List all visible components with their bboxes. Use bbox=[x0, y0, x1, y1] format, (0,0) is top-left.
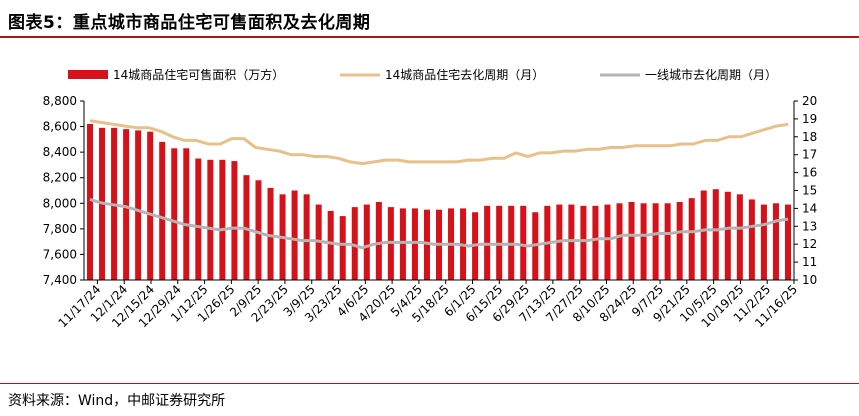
bar bbox=[640, 203, 647, 280]
right-tick-label: 17 bbox=[802, 148, 817, 162]
bar bbox=[580, 205, 587, 280]
right-tick-label: 19 bbox=[802, 112, 817, 126]
bar bbox=[604, 204, 611, 280]
bar bbox=[520, 205, 527, 280]
chart-legend: 14城商品住宅可售面积（万方） 14城商品住宅去化周期（月） 一线城市去化周期（月） bbox=[68, 67, 777, 82]
bar bbox=[291, 190, 298, 280]
bar bbox=[748, 199, 755, 280]
bar bbox=[159, 141, 166, 280]
inventory-chart: 14城商品住宅可售面积（万方） 14城商品住宅去化周期（月） 一线城市去化周期（月）… bbox=[43, 67, 818, 330]
bar bbox=[327, 210, 334, 280]
bar bbox=[423, 209, 430, 280]
bar bbox=[688, 198, 695, 280]
right-tick-label: 20 bbox=[802, 94, 817, 108]
source-note: 资料来源：Wind，中邮证券研究所 bbox=[8, 393, 226, 409]
bar bbox=[712, 189, 719, 280]
bar bbox=[171, 148, 178, 280]
bar bbox=[351, 207, 358, 280]
line-14-city-destock-cycle bbox=[89, 119, 789, 166]
bar bbox=[147, 131, 154, 280]
x-axis: 11/17/2412/1/2412/15/2412/29/241/12/251/… bbox=[56, 279, 800, 330]
line-series bbox=[89, 119, 789, 250]
bar bbox=[255, 180, 262, 280]
bar bbox=[616, 203, 623, 280]
legend-label-bar: 14城商品住宅可售面积（万方） bbox=[113, 67, 284, 82]
bar bbox=[652, 203, 659, 280]
title-rule bbox=[0, 36, 859, 38]
right-tick-label: 15 bbox=[802, 184, 817, 198]
bar bbox=[123, 129, 130, 280]
legend-label-line-14: 14城商品住宅去化周期（月） bbox=[385, 67, 544, 82]
right-tick-label: 12 bbox=[802, 237, 817, 251]
left-tick-label: 8,800 bbox=[43, 94, 77, 108]
bar bbox=[267, 187, 274, 280]
bar bbox=[628, 202, 635, 280]
bar bbox=[135, 130, 142, 280]
bar bbox=[568, 204, 575, 280]
figure-title: 图表5：重点城市商品住宅可售面积及去化周期 bbox=[8, 13, 371, 33]
left-axis: 7,400 7,600 7,800 8,000 8,200 8,400 8,600 8,800 bbox=[43, 94, 85, 287]
right-tick-label: 18 bbox=[802, 130, 817, 144]
bar bbox=[760, 204, 767, 280]
bar bbox=[195, 158, 202, 280]
bar bbox=[724, 191, 731, 280]
bar bbox=[303, 194, 310, 280]
bar bbox=[219, 159, 226, 280]
bar bbox=[231, 161, 238, 280]
legend-label-line-tier1: 一线城市去化周期（月） bbox=[645, 67, 777, 82]
left-tick-label: 7,800 bbox=[43, 222, 77, 236]
bar bbox=[375, 202, 382, 280]
source-rule bbox=[0, 383, 859, 384]
right-tick-label: 10 bbox=[802, 273, 817, 287]
bar bbox=[676, 202, 683, 280]
right-tick-label: 14 bbox=[802, 201, 817, 215]
bar bbox=[784, 204, 791, 280]
right-tick-label: 13 bbox=[802, 219, 817, 233]
bar bbox=[736, 194, 743, 280]
bar bbox=[339, 216, 346, 280]
left-tick-label: 8,600 bbox=[43, 120, 77, 134]
left-tick-label: 7,600 bbox=[43, 247, 77, 261]
line-tier1-destock-cycle bbox=[89, 197, 789, 250]
bar bbox=[411, 208, 418, 280]
bar bbox=[772, 203, 779, 280]
bar bbox=[183, 148, 190, 280]
right-tick-label: 16 bbox=[802, 166, 817, 180]
left-tick-label: 8,000 bbox=[43, 196, 77, 210]
bar bbox=[87, 124, 94, 280]
bar-series-available-area bbox=[87, 124, 791, 280]
bar bbox=[399, 208, 406, 280]
right-tick-label: 11 bbox=[802, 255, 817, 269]
bar bbox=[207, 159, 214, 280]
left-tick-label: 8,200 bbox=[43, 171, 77, 185]
bar bbox=[664, 203, 671, 280]
left-tick-label: 7,400 bbox=[43, 273, 77, 287]
left-tick-label: 8,400 bbox=[43, 145, 77, 159]
bar bbox=[592, 205, 599, 280]
legend-swatch-bar bbox=[68, 70, 108, 79]
bar bbox=[700, 190, 707, 280]
right-axis: 10 11 12 13 14 15 16 17 18 19 20 bbox=[793, 94, 817, 287]
bar bbox=[363, 204, 370, 280]
